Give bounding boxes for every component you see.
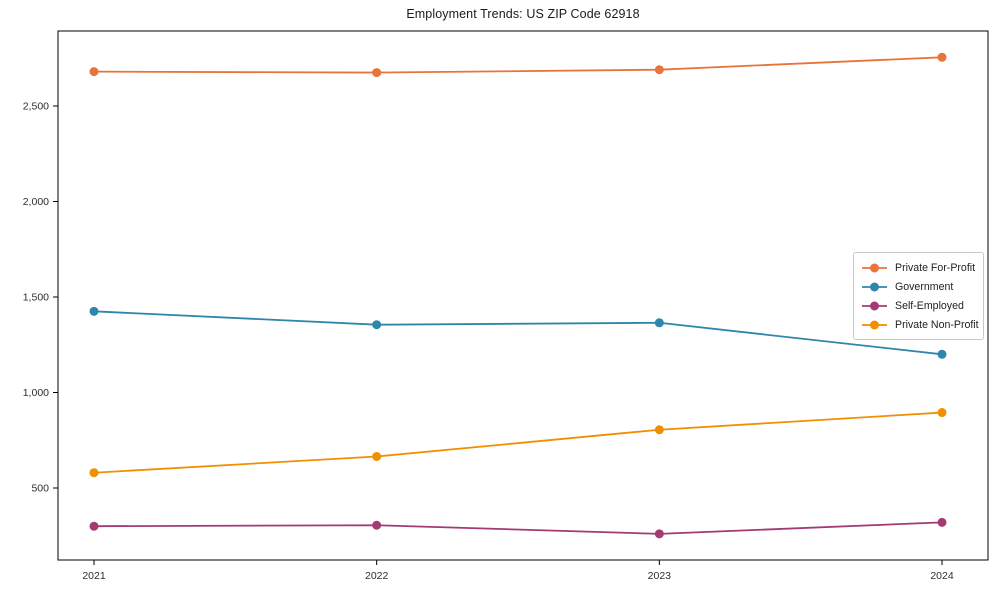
legend-line-marker-icon — [862, 320, 887, 329]
data-point-private-non-profit — [372, 451, 382, 461]
y-tick-label: 2,500 — [23, 101, 49, 113]
chart-title: Employment Trends: US ZIP Code 62918 — [406, 7, 640, 21]
y-tick-label: 1,500 — [23, 292, 49, 304]
data-point-government — [372, 320, 382, 330]
data-point-private-for-profit — [372, 68, 382, 78]
legend-label: Private Non-Profit — [895, 318, 979, 331]
x-tick-label: 2023 — [648, 570, 672, 582]
y-tick-label: 1,000 — [23, 387, 49, 399]
x-tick-label: 2021 — [82, 570, 106, 582]
legend-item: Private For-Profit — [861, 258, 976, 277]
data-point-private-for-profit — [654, 65, 664, 75]
legend-label: Self-Employed — [895, 299, 964, 312]
data-point-self-employed — [654, 529, 664, 539]
legend-line-marker-icon — [862, 282, 887, 291]
legend-line-marker-icon — [862, 301, 887, 310]
series-line-private-non-profit — [93, 411, 943, 474]
data-point-government — [89, 306, 99, 316]
axes-frame — [57, 30, 989, 561]
data-point-private-for-profit — [937, 52, 947, 62]
legend: Private For-Profit Government Self-Employe… — [853, 252, 984, 340]
x-tick-label: 2024 — [930, 570, 954, 582]
x-tick-label: 2022 — [365, 570, 389, 582]
data-point-private-non-profit — [654, 425, 664, 435]
data-point-self-employed — [372, 520, 382, 530]
series-line-government — [93, 310, 943, 356]
legend-item: Government — [861, 277, 976, 296]
data-point-self-employed — [937, 517, 947, 527]
data-point-private-non-profit — [937, 408, 947, 418]
legend-label: Private For-Profit — [895, 261, 976, 274]
data-point-government — [937, 349, 947, 359]
legend-item: Self-Employed — [861, 296, 976, 315]
y-tick-label: 2,000 — [23, 196, 49, 208]
y-tick-label: 500 — [31, 483, 49, 495]
series-line-self-employed — [93, 521, 943, 535]
data-point-private-non-profit — [89, 468, 99, 478]
series-line-private-for-profit — [93, 56, 943, 74]
data-point-private-for-profit — [89, 67, 99, 77]
legend-item: Private Non-Profit — [861, 315, 979, 334]
legend-line-marker-icon — [862, 263, 887, 272]
legend-label: Government — [895, 280, 954, 293]
data-point-government — [654, 318, 664, 328]
data-point-self-employed — [89, 521, 99, 531]
